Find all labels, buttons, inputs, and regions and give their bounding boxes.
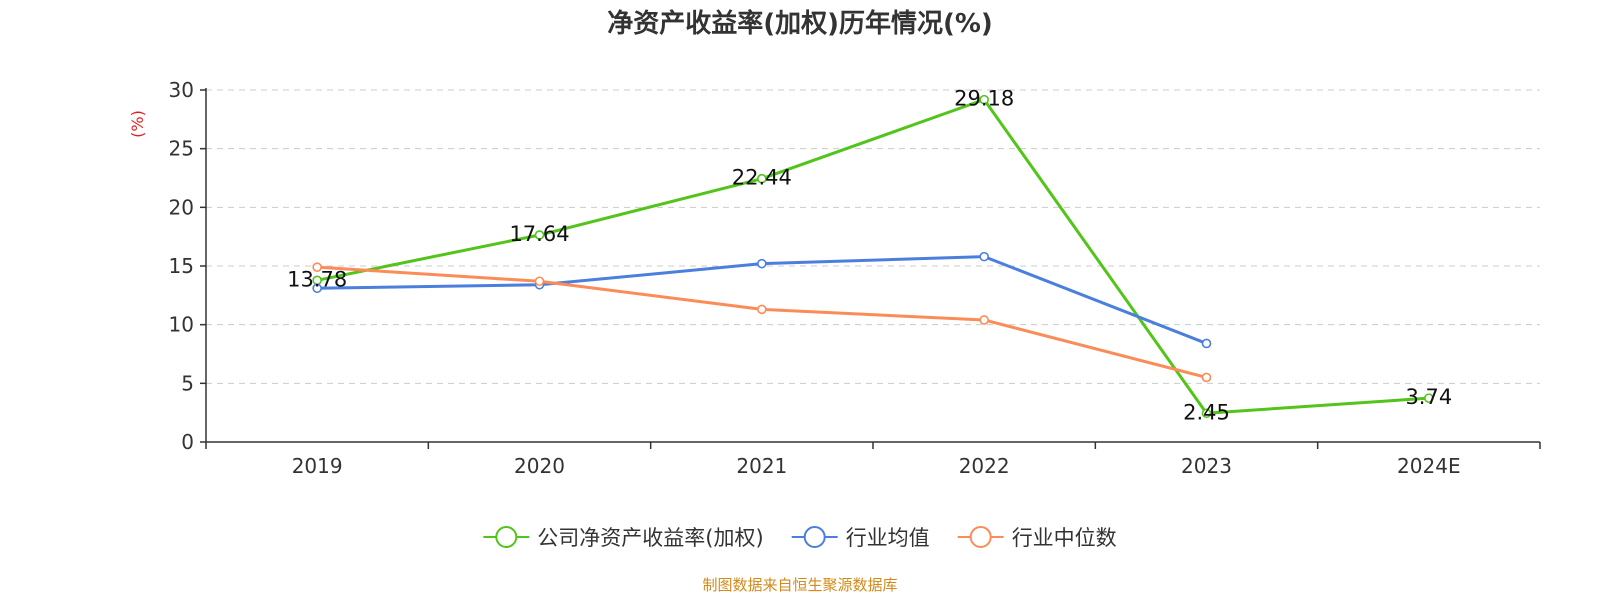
- data-point: [757, 304, 767, 315]
- data-point: [312, 283, 322, 294]
- data-label: 3.74: [1405, 385, 1452, 409]
- data-point: [979, 315, 989, 325]
- legend-item-1[interactable]: 行业均值: [791, 526, 930, 550]
- data-label: 2.45: [1183, 400, 1230, 424]
- x-tick-label: 2022: [959, 454, 1010, 478]
- data-point: [1201, 408, 1212, 419]
- y-tick-label: 25: [169, 137, 194, 161]
- y-tick-label: 20: [169, 195, 194, 219]
- data-point: [757, 258, 767, 269]
- data-label: 17.64: [509, 222, 569, 246]
- x-tick-label: 2019: [292, 454, 343, 478]
- data-point: [979, 251, 989, 262]
- legend-label: 公司净资产收益率(加权): [537, 526, 763, 550]
- legend[interactable]: 公司净资产收益率(加权) 行业均值 行业中位数: [483, 526, 1117, 550]
- series-line-2: [317, 265, 1207, 379]
- data-labels: 13.78 17.64 22.44 29.18 2.45 3.74: [287, 87, 1452, 425]
- grid-lines: [206, 89, 1540, 384]
- legend-circle-icon: [969, 526, 992, 548]
- data-point: [1424, 393, 1434, 403]
- x-tick-label: 2023: [1181, 454, 1232, 478]
- x-tick-label: 2024E: [1397, 454, 1461, 478]
- y-tick-label: 0: [181, 430, 194, 454]
- series-line-0: [316, 98, 1429, 415]
- data-point: [757, 173, 767, 184]
- data-point: [534, 230, 545, 240]
- data-point: [979, 94, 989, 105]
- y-tick-label: 15: [169, 254, 194, 278]
- axes: 0 5 10 15 20 25 30 2019 2020 2021 2022 2023 2024E: [169, 78, 1541, 478]
- data-point: [312, 262, 322, 272]
- source-note: 制图数据来自恒生聚源数据库: [702, 576, 897, 594]
- series-group: [312, 94, 1434, 419]
- y-tick-label: 10: [169, 313, 194, 337]
- data-point: [1201, 372, 1212, 383]
- x-tick-label: 2020: [514, 454, 565, 478]
- y-tick-label: 5: [181, 371, 194, 395]
- series-line-1: [317, 255, 1208, 345]
- data-label: 22.44: [732, 166, 792, 190]
- legend-circle-icon: [495, 526, 518, 548]
- y-axis-label: (%): [128, 110, 147, 138]
- data-label: 29.18: [954, 87, 1014, 111]
- y-tick-label: 30: [169, 78, 194, 102]
- data-point: [534, 276, 545, 287]
- legend-item-0[interactable]: 公司净资产收益率(加权): [483, 526, 764, 550]
- legend-label: 行业均值: [846, 526, 930, 550]
- x-tick-label: 2021: [736, 454, 787, 478]
- data-point: [1201, 338, 1212, 349]
- legend-item-2[interactable]: 行业中位数: [957, 526, 1117, 550]
- data-label: 13.78: [287, 267, 347, 291]
- chart-title: 净资产收益率(加权)历年情况(%): [607, 8, 993, 39]
- legend-label: 行业中位数: [1012, 526, 1117, 550]
- legend-circle-icon: [803, 526, 826, 548]
